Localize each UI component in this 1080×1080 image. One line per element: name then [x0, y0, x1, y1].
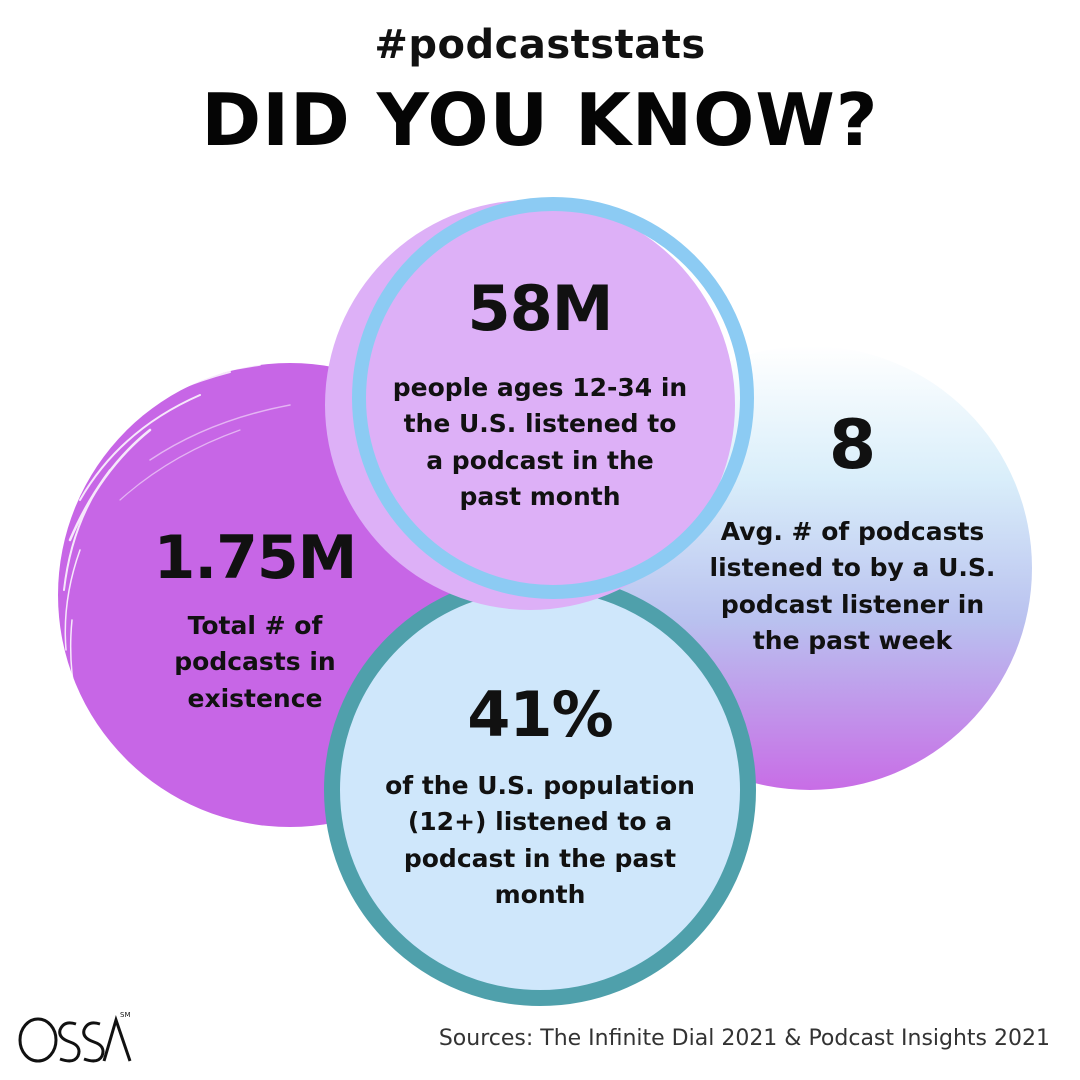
stat-value: 41%: [467, 678, 613, 751]
logo-service-mark: SM: [120, 1011, 130, 1019]
stat-description: Avg. # of podcasts listened to by a U.S.…: [709, 517, 996, 655]
page-title: DID YOU KNOW?: [201, 78, 879, 162]
stat-description: Total # of podcasts in existence: [174, 611, 336, 713]
stat-avg-podcasts: 8 Avg. # of podcasts listened to by a U.…: [700, 412, 1005, 659]
brush-texture: [63, 364, 291, 811]
top-stat-ring: [352, 197, 754, 599]
stat-value: 1.75M: [153, 523, 358, 593]
stat-population-share: 41% of the U.S. population (12+) listene…: [370, 684, 710, 913]
sources-credit: Sources: The Infinite Dial 2021 & Podcas…: [438, 1026, 1050, 1051]
stat-total-podcasts: 1.75M Total # of podcasts in existence: [120, 528, 390, 717]
top-stat-circle: [325, 200, 735, 610]
stat-description: of the U.S. population (12+) listened to…: [385, 771, 695, 909]
stat-young-listeners: 58M people ages 12-34 in the U.S. listen…: [380, 278, 700, 515]
stat-value: 8: [828, 406, 877, 485]
stat-value: 58M: [467, 272, 614, 345]
ossa-logo: SM: [18, 1011, 132, 1063]
stat-description: people ages 12-34 in the U.S. listened t…: [392, 373, 688, 511]
hashtag-heading: #podcaststats: [374, 22, 706, 68]
